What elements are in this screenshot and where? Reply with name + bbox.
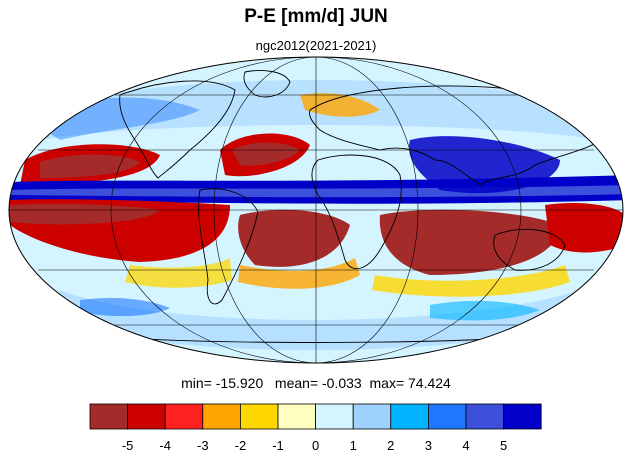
- field-satl-dry: [238, 209, 350, 267]
- colorbar-box: [277, 403, 316, 430]
- globe-outline: [8, 56, 624, 364]
- field-so-wet-1: [80, 297, 170, 317]
- colorbar-tick-label: 2: [387, 438, 394, 453]
- colorbar-box: [202, 403, 241, 430]
- colorbar-boxes: [89, 403, 542, 430]
- stat-mean-label: mean=: [274, 375, 319, 391]
- colorbar-tick-label: 4: [462, 438, 469, 453]
- colorbar-tick-label: 5: [500, 438, 507, 453]
- colorbar-tick-label: -3: [197, 438, 209, 453]
- field-satl-margin: [238, 258, 360, 289]
- field-spac-dry-core: [9, 203, 160, 225]
- colorbar-box: [239, 403, 279, 430]
- field-sind-margin: [372, 265, 570, 297]
- colorbar-box: [465, 403, 504, 430]
- stat-min-label: min=: [181, 375, 212, 391]
- colorbar-tick-label: -5: [122, 438, 134, 453]
- field-south-midlat: [50, 290, 590, 350]
- field-eurasia-dry: [300, 93, 380, 117]
- field-natl-dry-core: [232, 142, 300, 166]
- colorbar-box: [352, 403, 392, 430]
- field-sind-dry: [379, 209, 560, 275]
- colorbar-box: [503, 403, 542, 430]
- field-spac-margin: [125, 258, 232, 288]
- colorbar-tick-label: -2: [235, 438, 247, 453]
- colorbar-box: [315, 403, 354, 430]
- field-so-wet-2: [430, 300, 540, 321]
- map-statistics: min= -15.920 mean= -0.033 max= 74.424: [0, 375, 632, 391]
- stat-max-label: max=: [369, 375, 405, 391]
- map-subtitle: ngc2012(2021-2021): [255, 38, 377, 53]
- map-title: P-E [mm/d] JUN: [244, 6, 388, 27]
- colorbar-tick-label: 3: [425, 438, 432, 453]
- colorbar-box: [127, 403, 166, 430]
- colorbar-tick-label: -1: [272, 438, 284, 453]
- stat-min-value: -15.920: [215, 375, 264, 391]
- colorbar-box: [427, 403, 467, 430]
- field-wpac-dry: [545, 203, 623, 253]
- colorbar-tick-label: 1: [350, 438, 357, 453]
- colorbar-box: [164, 403, 204, 430]
- stat-max-value: 74.424: [408, 375, 451, 391]
- stat-mean-value: -0.033: [322, 375, 362, 391]
- colorbar-tick-label: 0: [312, 438, 319, 453]
- colorbar-tick-label: -4: [159, 438, 171, 453]
- colorbar-ticks: -5 -4 -3 -2 -1 0 1 2 3 4 5: [122, 438, 507, 453]
- field-npac-dry-core: [40, 154, 140, 178]
- field-monsoon-wet: [409, 136, 560, 194]
- colorbar-box: [390, 403, 429, 430]
- colorbar-box: [89, 403, 128, 430]
